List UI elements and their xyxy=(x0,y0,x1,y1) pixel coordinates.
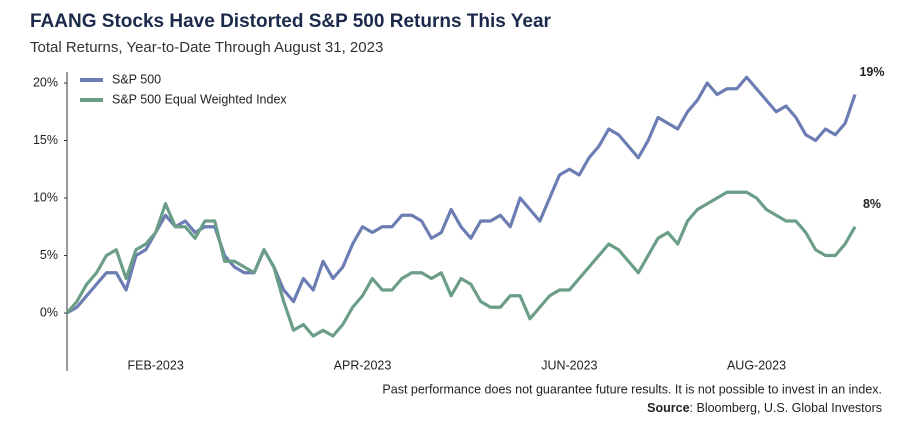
y-tick-label: 15% xyxy=(33,133,58,147)
y-tick-label: 5% xyxy=(40,248,58,262)
x-tick-label: FEB-2023 xyxy=(128,358,184,372)
y-tick-label: 10% xyxy=(33,190,58,204)
legend-label: S&P 500 Equal Weighted Index xyxy=(112,92,287,106)
chart-subtitle: Total Returns, Year-to-Date Through Augu… xyxy=(30,39,383,56)
line-series xyxy=(65,190,857,338)
end-label: 19% xyxy=(859,65,884,79)
y-tick-label: 0% xyxy=(40,305,58,319)
note: Past performance does not guarantee futu… xyxy=(382,382,882,396)
legend-label: S&P 500 xyxy=(112,72,161,86)
chart-title: FAANG Stocks Have Distorted S&P 500 Retu… xyxy=(30,11,552,32)
source-text: : Bloomberg, U.S. Global Investors xyxy=(690,401,882,415)
end-label: 8% xyxy=(863,197,881,211)
y-tick-label: 20% xyxy=(33,75,58,89)
x-tick-label: AUG-2023 xyxy=(727,358,786,372)
x-tick-label: APR-2023 xyxy=(334,358,392,372)
source-label: Source xyxy=(647,401,689,415)
x-tick-label: JUN-2023 xyxy=(541,358,597,372)
source: Source: Bloomberg, U.S. Global Investors xyxy=(647,401,882,415)
